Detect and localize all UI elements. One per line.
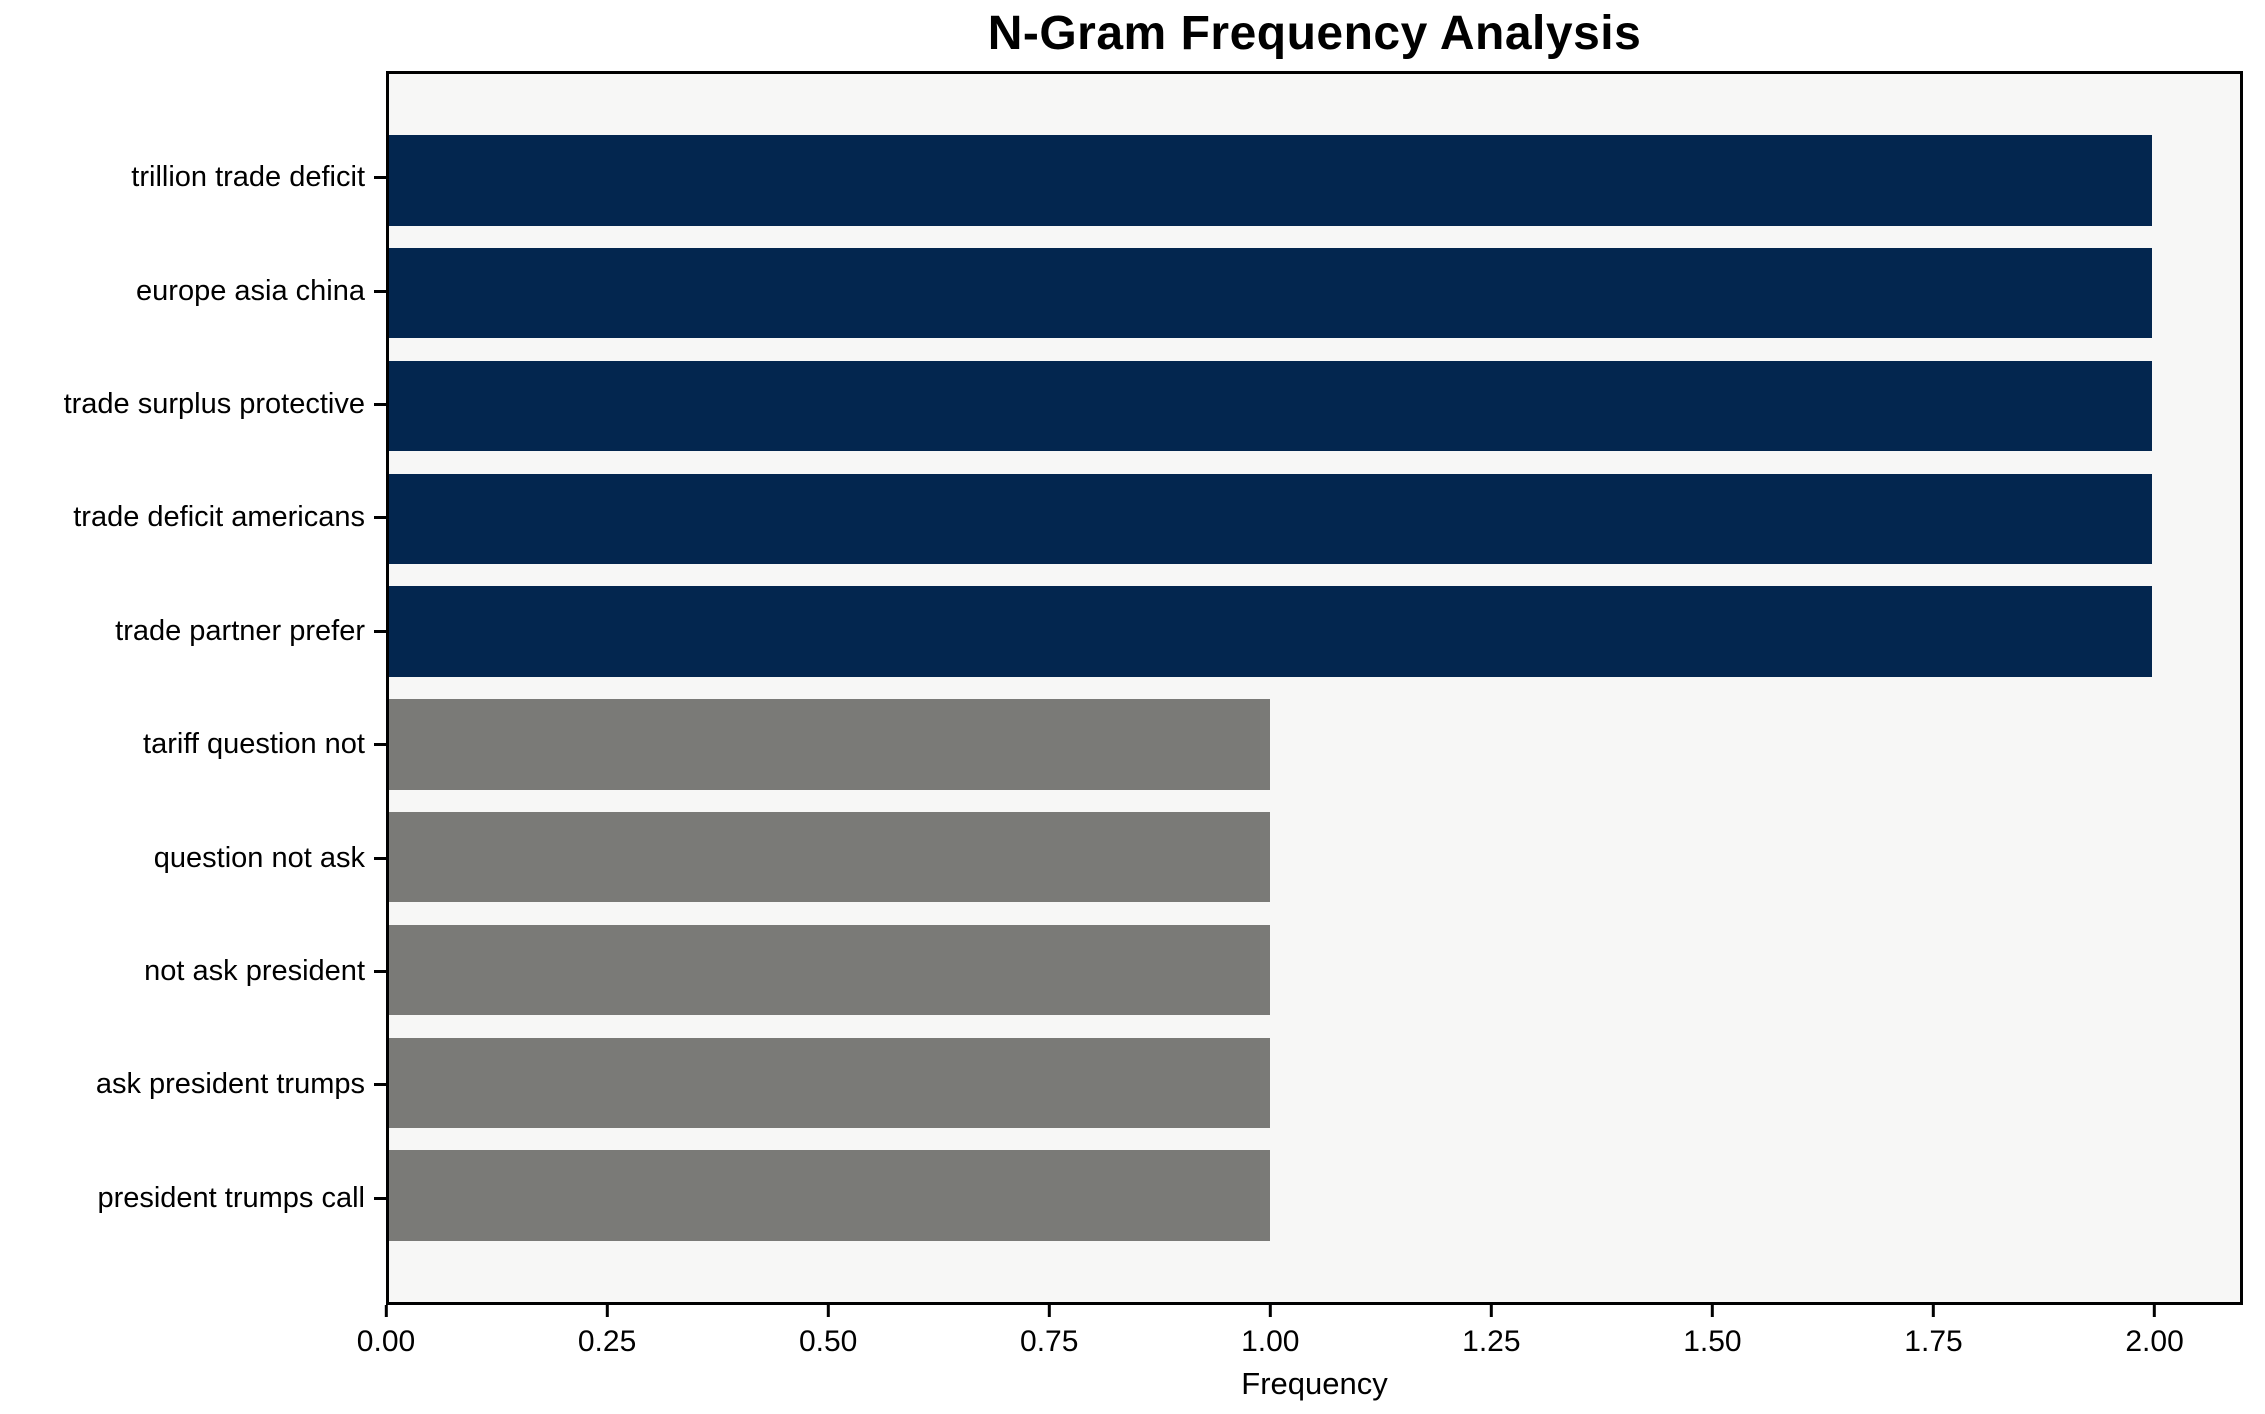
x-tick-label: 1.25 [1462, 1325, 1521, 1358]
x-tick-mark [1710, 1305, 1714, 1317]
y-axis-label: trade partner prefer [115, 614, 365, 647]
bar [389, 586, 2152, 677]
bar [389, 135, 2152, 226]
y-tick-mark [374, 629, 386, 633]
bars-container [389, 74, 2240, 1302]
y-axis-label-band: europe asia china [0, 234, 386, 347]
y-tick-mark [374, 1196, 386, 1200]
x-tick-label: 1.75 [1904, 1325, 1963, 1358]
x-tick-label: 0.00 [356, 1325, 416, 1358]
bar [389, 924, 1271, 1016]
x-tick-mark [2153, 1305, 2157, 1317]
y-tick-mark [374, 1083, 386, 1087]
bar [389, 1037, 1271, 1128]
y-axis-label: question not ask [153, 841, 365, 874]
y-tick-mark [374, 176, 386, 180]
y-axis-label-band: trade deficit americans [0, 461, 386, 574]
bar-band [389, 350, 2240, 463]
bar-band [389, 1026, 2240, 1139]
x-tick-label: 1.00 [1241, 1325, 1300, 1358]
y-axis-label: trillion trade deficit [131, 161, 365, 194]
y-axis-label: europe asia china [136, 274, 365, 307]
x-tick-mark [1931, 1305, 1935, 1317]
x-tick-label: 0.50 [798, 1325, 858, 1358]
y-axis-label-band: question not ask [0, 801, 386, 914]
bar-band [389, 462, 2240, 575]
x-tick: 0.00 [357, 1305, 415, 1359]
y-axis-label: ask president trumps [95, 1068, 365, 1101]
y-axis-label-band: not ask president [0, 915, 386, 1028]
bar [389, 473, 2152, 564]
y-axis-label-band: tariff question not [0, 688, 386, 801]
y-axis-label-band: trillion trade deficit [0, 121, 386, 234]
x-tick: 0.75 [1020, 1305, 1078, 1359]
y-axis-label-band: trade partner prefer [0, 575, 386, 688]
bar-band [389, 575, 2240, 688]
bar [389, 248, 2152, 339]
y-axis-label-band: ask president trumps [0, 1028, 386, 1141]
bar [389, 1150, 1271, 1241]
y-tick-mark [374, 856, 386, 860]
x-tick: 1.50 [1683, 1305, 1742, 1359]
y-axis-label: trade surplus protective [63, 388, 365, 421]
y-tick-mark [374, 403, 386, 407]
x-tick-mark [384, 1305, 388, 1317]
y-axis-label-band: trade surplus protective [0, 348, 386, 461]
x-tick-label: 0.25 [577, 1325, 637, 1358]
x-tick: 1.00 [1241, 1305, 1299, 1359]
y-tick-mark [374, 289, 386, 293]
y-tick-mark [374, 516, 386, 520]
bar-band [389, 914, 2240, 1027]
y-axis-labels: trillion trade deficit europe asia china t… [0, 71, 386, 1305]
x-tick: 1.25 [1462, 1305, 1521, 1359]
chart-title: N-Gram Frequency Analysis [987, 7, 1642, 60]
x-tick-mark [826, 1305, 830, 1317]
y-axis-label: tariff question not [143, 728, 365, 761]
y-tick-mark [374, 970, 386, 974]
bar-band [389, 124, 2240, 237]
x-tick-mark [605, 1305, 609, 1317]
bar-band [389, 1139, 2240, 1252]
x-tick: 0.25 [578, 1305, 636, 1359]
x-tick: 2.00 [2125, 1305, 2184, 1359]
y-axis-label: president trumps call [97, 1181, 365, 1214]
x-tick-label: 0.75 [1020, 1325, 1079, 1358]
x-tick: 1.75 [1904, 1305, 1963, 1359]
x-tick-mark [1489, 1305, 1493, 1317]
plot-area [386, 71, 2243, 1305]
x-axis: 0.00 0.25 0.50 0.75 1.00 1.25 1.50 1.75 2.00 [357, 1305, 2243, 1375]
y-axis-label-band: president trumps call [0, 1142, 386, 1255]
y-axis-label: not ask president [144, 955, 365, 988]
bar-band [389, 237, 2240, 350]
x-tick-mark [1047, 1305, 1051, 1317]
bar [389, 812, 1271, 903]
y-tick-mark [374, 743, 386, 747]
x-axis-title: Frequency [1241, 1366, 1388, 1401]
bar-band [389, 801, 2240, 914]
x-tick: 0.50 [799, 1305, 857, 1359]
y-axis-label: trade deficit americans [73, 501, 365, 534]
bar [389, 360, 2152, 452]
x-tick-mark [1268, 1305, 1272, 1317]
bar-band [389, 688, 2240, 801]
x-tick-label: 2.00 [2125, 1325, 2184, 1358]
x-tick-label: 1.50 [1683, 1325, 1742, 1358]
bar [389, 699, 1271, 790]
